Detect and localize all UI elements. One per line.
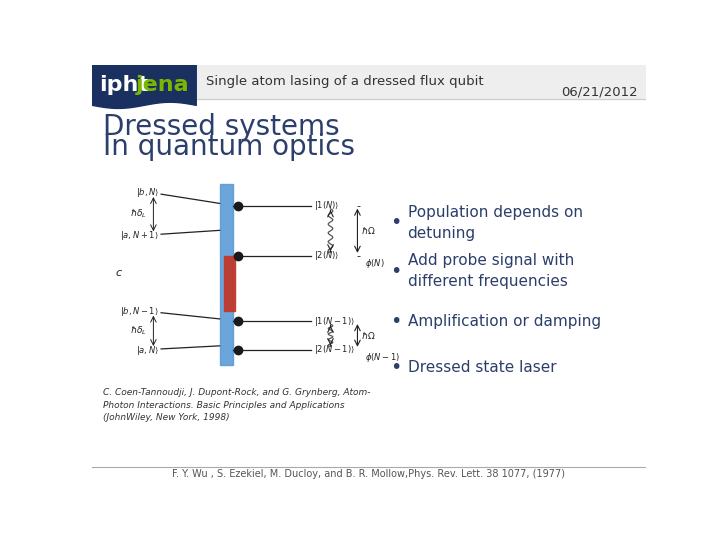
Text: $|2(N)\rangle$: $|2(N)\rangle$ [314,249,339,262]
Text: •: • [390,358,402,377]
Text: Add probe signal with
different frequencies: Add probe signal with different frequenc… [408,253,574,289]
Bar [92,65,647,99]
Text: Dressed systems: Dressed systems [104,112,340,140]
Text: Amplification or damping: Amplification or damping [408,314,600,329]
Text: $\phi(N)$: $\phi(N)$ [365,257,384,270]
Text: $|b, N - 1\rangle$: $|b, N - 1\rangle$ [120,306,159,319]
Text: F. Y. Wu , S. Ezekiel, M. Ducloy, and B. R. Mollow,Phys. Rev. Lett. 38 1077, (19: F. Y. Wu , S. Ezekiel, M. Ducloy, and B.… [173,469,565,480]
Text: $c$: $c$ [115,268,123,278]
Text: •: • [390,262,402,281]
Text: C. Coen-Tannoudji, J. Dupont-Rock, and G. Grynberg, Atom-
Photon Interactions. B: C. Coen-Tannoudji, J. Dupont-Rock, and G… [104,388,371,422]
Text: 06/21/2012: 06/21/2012 [562,85,638,98]
Text: $\hbar\Omega$: $\hbar\Omega$ [361,330,375,341]
Text: •: • [390,312,402,330]
Text: In quantum optics: In quantum optics [104,132,356,160]
Text: ipht: ipht [99,75,150,95]
Text: jena: jena [135,75,189,95]
Text: $\hbar\Omega$: $\hbar\Omega$ [361,225,375,236]
Text: $\phi(N-1)$: $\phi(N-1)$ [365,351,400,364]
Text: $|a, N + 1\rangle$: $|a, N + 1\rangle$ [120,230,159,242]
Text: •: • [390,213,402,232]
Text: Dressed state laser: Dressed state laser [408,360,556,375]
Bar [220,184,233,365]
Text: $|2(N - 1)\rangle$: $|2(N - 1)\rangle$ [314,343,355,356]
Text: $|b, N\rangle$: $|b, N\rangle$ [135,186,159,199]
Bar [224,256,235,311]
Text: $\hbar\delta_L$: $\hbar\delta_L$ [130,325,148,337]
Text: Population depends on
detuning: Population depends on detuning [408,205,582,241]
Text: $\hbar\delta_L$: $\hbar\delta_L$ [130,208,148,220]
Text: $|1(N - 1)\rangle$: $|1(N - 1)\rangle$ [314,315,355,328]
Text: Single atom lasing of a dressed flux qubit: Single atom lasing of a dressed flux qub… [206,75,483,88]
Text: $|1(N)\rangle$: $|1(N)\rangle$ [314,199,339,212]
Text: $|a, N\rangle$: $|a, N\rangle$ [136,344,159,357]
